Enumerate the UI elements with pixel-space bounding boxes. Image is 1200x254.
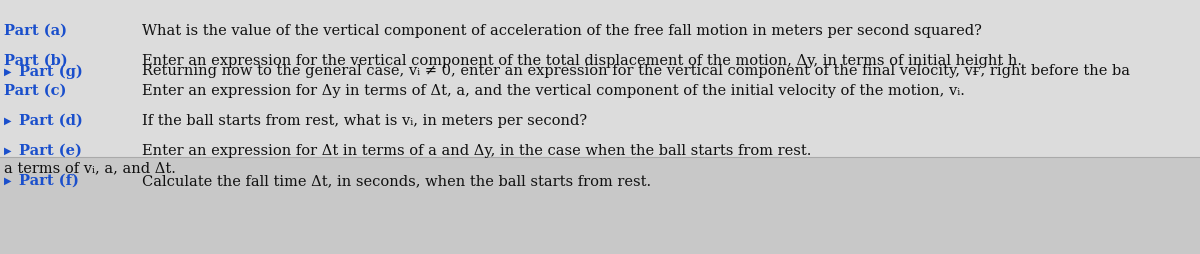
Text: If the ball starts from rest, what is vᵢ, in meters per second?: If the ball starts from rest, what is vᵢ… bbox=[142, 114, 587, 127]
Text: Part (c): Part (c) bbox=[4, 84, 66, 97]
Text: Enter an expression for Δt in terms of a and Δy, in the case when the ball start: Enter an expression for Δt in terms of a… bbox=[142, 144, 811, 157]
Text: Part (b): Part (b) bbox=[4, 54, 67, 67]
Text: Part (g): Part (g) bbox=[19, 64, 83, 78]
Text: Part (f): Part (f) bbox=[19, 173, 79, 187]
Text: Returning now to the general case, vᵢ ≠ 0, enter an expression for the vertical : Returning now to the general case, vᵢ ≠ … bbox=[142, 64, 1129, 78]
Text: Enter an expression for Δy in terms of Δt, a, and the vertical component of the : Enter an expression for Δy in terms of Δ… bbox=[142, 84, 965, 97]
Text: Part (a): Part (a) bbox=[4, 24, 67, 37]
Text: Part (e): Part (e) bbox=[19, 144, 82, 157]
Text: ▶: ▶ bbox=[4, 115, 11, 125]
Bar bbox=[0, 157, 1200, 254]
Text: ▶: ▶ bbox=[4, 145, 11, 155]
Text: a terms of vᵢ, a, and Δt.: a terms of vᵢ, a, and Δt. bbox=[4, 161, 175, 174]
Text: Enter an expression for the vertical component of the total displacement of the : Enter an expression for the vertical com… bbox=[142, 54, 1021, 67]
Text: ▶: ▶ bbox=[4, 66, 11, 76]
Text: Calculate the fall time Δt, in seconds, when the ball starts from rest.: Calculate the fall time Δt, in seconds, … bbox=[142, 173, 650, 187]
Text: ▶: ▶ bbox=[4, 175, 11, 185]
Text: What is the value of the vertical component of acceleration of the free fall mot: What is the value of the vertical compon… bbox=[142, 24, 982, 37]
Text: Part (d): Part (d) bbox=[19, 114, 83, 127]
